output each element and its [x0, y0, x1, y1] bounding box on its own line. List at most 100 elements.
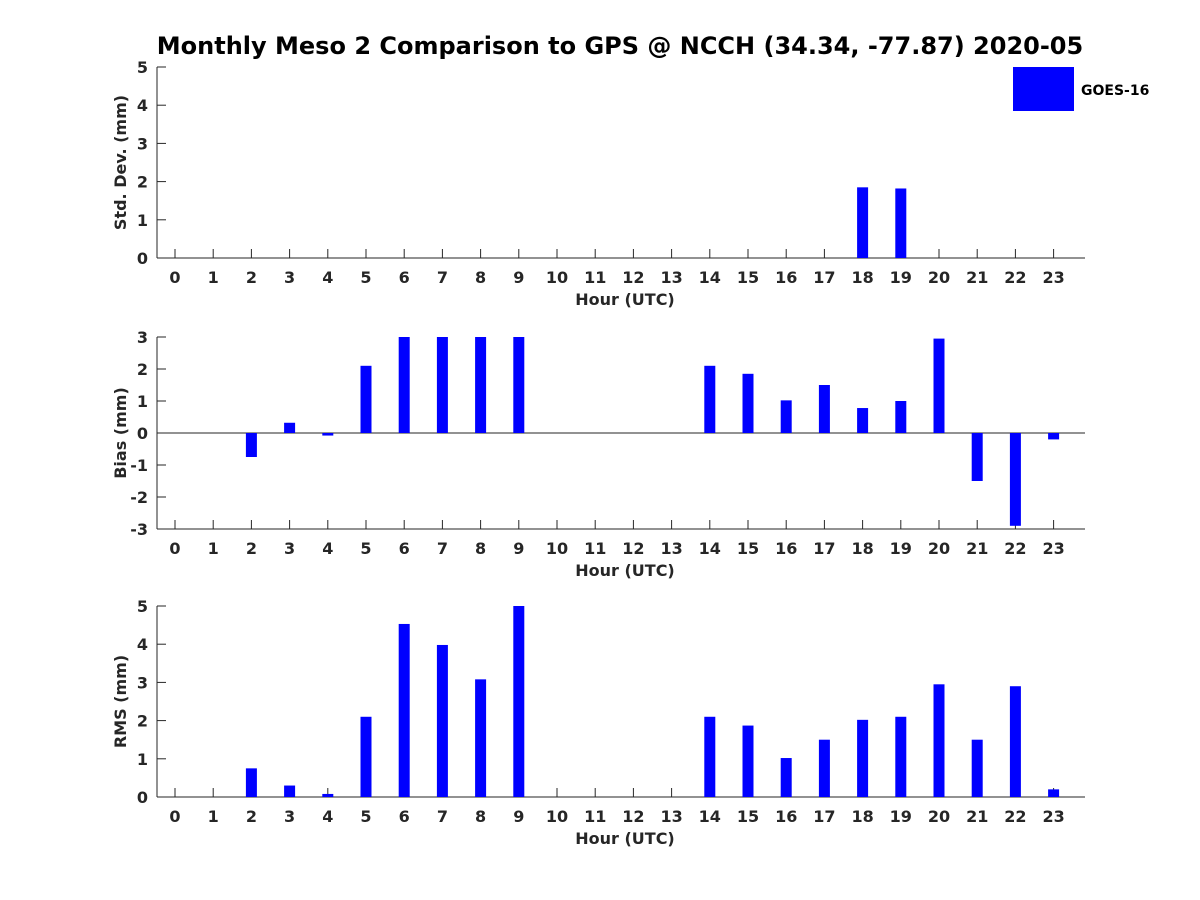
x-tick-label: 20	[928, 539, 950, 558]
x-axis-label: Hour (UTC)	[575, 561, 675, 580]
x-tick-label: 8	[475, 807, 486, 826]
y-tick-label: 0	[137, 249, 148, 268]
y-tick-label: 4	[137, 96, 148, 115]
y-tick-label: 2	[137, 173, 148, 192]
y-tick-label: 5	[137, 597, 148, 616]
bar-hour-8	[475, 679, 487, 797]
x-tick-label: 15	[737, 268, 759, 287]
x-tick-label: 11	[584, 807, 606, 826]
y-tick-label: -1	[130, 456, 148, 475]
x-tick-label: 4	[322, 807, 333, 826]
x-tick-label: 9	[513, 268, 524, 287]
bar-hour-4	[322, 793, 334, 797]
bar-hour-17	[818, 739, 830, 797]
x-tick-label: 16	[775, 268, 797, 287]
y-tick-label: 3	[137, 328, 148, 347]
bar-hour-23	[1048, 789, 1060, 797]
x-tick-label: 16	[775, 539, 797, 558]
x-tick-label: 7	[437, 539, 448, 558]
y-axis-label: Bias (mm)	[111, 387, 130, 479]
bar-hour-6	[398, 623, 410, 797]
x-tick-label: 23	[1042, 539, 1064, 558]
bar-hour-16	[780, 400, 792, 433]
x-tick-label: 9	[513, 807, 524, 826]
bar-hour-19	[895, 188, 907, 258]
bar-hour-19	[895, 401, 907, 433]
bar-hour-6	[398, 337, 410, 433]
x-tick-label: 1	[208, 268, 219, 287]
x-tick-label: 19	[890, 268, 912, 287]
x-tick-label: 7	[437, 807, 448, 826]
bar-hour-2	[245, 768, 257, 797]
bar-hour-2	[245, 433, 257, 457]
x-tick-label: 5	[360, 268, 371, 287]
y-tick-label: -3	[130, 520, 148, 539]
x-tick-label: 21	[966, 268, 988, 287]
bar-hour-14	[704, 716, 716, 797]
x-tick-label: 22	[1004, 539, 1026, 558]
bar-hour-22	[1009, 433, 1021, 526]
y-tick-label: 0	[137, 788, 148, 807]
x-tick-label: 17	[813, 268, 835, 287]
x-tick-label: 13	[660, 807, 682, 826]
x-tick-label: 18	[851, 268, 873, 287]
y-tick-label: 4	[137, 635, 148, 654]
x-tick-label: 11	[584, 539, 606, 558]
x-tick-label: 2	[246, 539, 257, 558]
x-tick-label: 9	[513, 539, 524, 558]
legend-swatch	[1013, 67, 1074, 111]
x-tick-label: 19	[890, 807, 912, 826]
x-tick-label: 17	[813, 539, 835, 558]
x-tick-label: 12	[622, 807, 644, 826]
x-tick-label: 10	[546, 268, 568, 287]
bar-hour-16	[780, 758, 792, 797]
bar-hour-3	[284, 422, 296, 433]
bar-hour-18	[857, 187, 869, 258]
x-tick-label: 4	[322, 268, 333, 287]
bar-hour-8	[475, 337, 487, 433]
bar-hour-14	[704, 365, 716, 433]
x-tick-label: 14	[699, 539, 721, 558]
x-tick-label: 14	[699, 268, 721, 287]
x-axis-label: Hour (UTC)	[575, 290, 675, 309]
legend-label: GOES-16	[1081, 83, 1149, 99]
x-tick-label: 3	[284, 807, 295, 826]
x-tick-label: 10	[546, 807, 568, 826]
x-tick-label: 13	[660, 539, 682, 558]
bar-hour-9	[513, 606, 525, 797]
y-tick-label: 1	[137, 750, 148, 769]
x-tick-label: 13	[660, 268, 682, 287]
x-tick-label: 21	[966, 539, 988, 558]
x-tick-label: 3	[284, 539, 295, 558]
y-tick-label: -2	[130, 488, 148, 507]
x-tick-label: 5	[360, 539, 371, 558]
bar-hour-22	[1009, 686, 1021, 797]
x-tick-label: 22	[1004, 807, 1026, 826]
x-tick-label: 0	[169, 807, 180, 826]
bar-hour-21	[971, 433, 983, 481]
x-tick-label: 14	[699, 807, 721, 826]
x-tick-label: 23	[1042, 268, 1064, 287]
x-tick-label: 6	[399, 268, 410, 287]
bar-hour-5	[360, 365, 372, 433]
bar-hour-7	[436, 644, 448, 797]
x-tick-label: 0	[169, 268, 180, 287]
x-tick-label: 16	[775, 807, 797, 826]
bar-hour-23	[1048, 433, 1060, 440]
x-tick-label: 1	[208, 539, 219, 558]
x-axis-label: Hour (UTC)	[575, 829, 675, 848]
x-tick-label: 11	[584, 268, 606, 287]
x-tick-label: 18	[851, 807, 873, 826]
bar-hour-21	[971, 739, 983, 797]
bar-hour-15	[742, 725, 754, 797]
bar-hour-7	[436, 337, 448, 433]
y-tick-label: 2	[137, 360, 148, 379]
x-tick-label: 15	[737, 539, 759, 558]
x-tick-label: 3	[284, 268, 295, 287]
x-tick-label: 12	[622, 268, 644, 287]
